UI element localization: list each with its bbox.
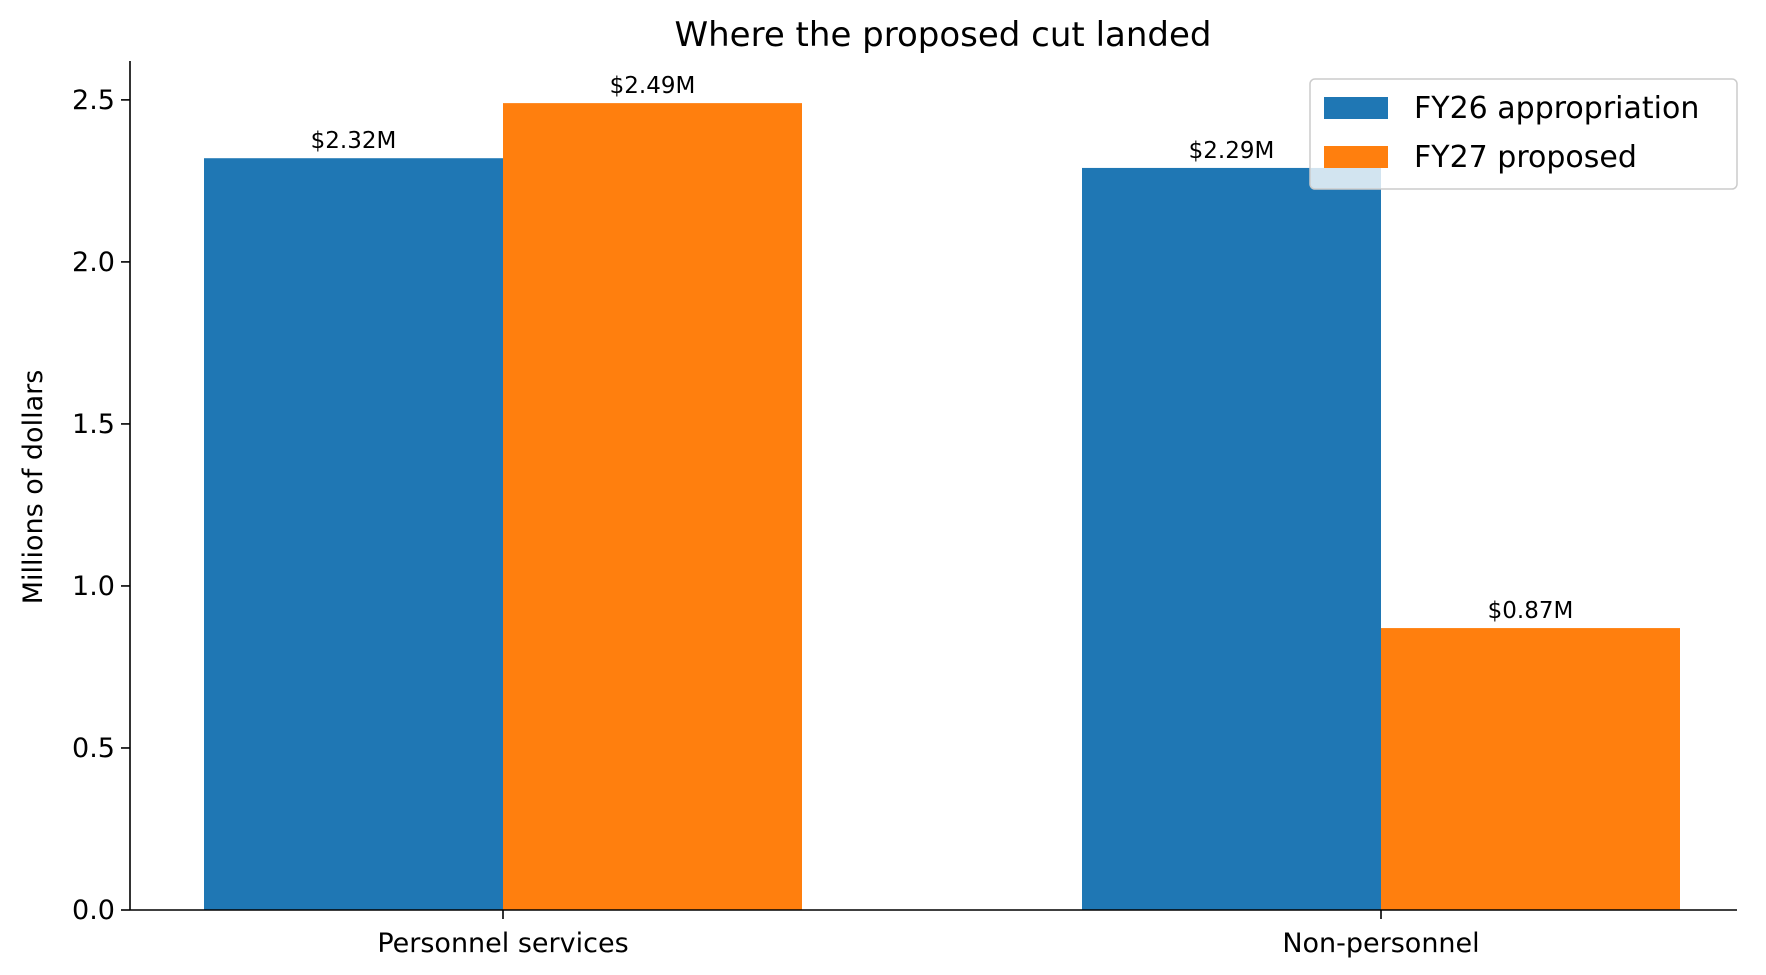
x-tick-label: Personnel services <box>377 928 628 959</box>
y-axis-label: Millions of dollars <box>18 370 49 605</box>
legend-entry-label: FY26 appropriation <box>1414 91 1699 126</box>
bar-1-2 <box>1082 167 1381 910</box>
y-tick-label: 2.5 <box>72 85 115 116</box>
y-tick-label: 1.5 <box>72 409 115 440</box>
bar-value-label: $2.29M <box>1189 138 1275 164</box>
bar-labels-layer: $2.32M $2.29M $2.49M $0.87M <box>311 73 1574 624</box>
bar-2-2 <box>1381 628 1680 910</box>
bar-value-label: $2.32M <box>311 128 397 154</box>
legend-entry-label: FY27 proposed <box>1414 140 1637 175</box>
bar-1-1 <box>204 158 503 910</box>
x-tick-label: Non-personnel <box>1282 928 1479 959</box>
bars-layer <box>204 103 1680 910</box>
legend-swatch <box>1324 146 1388 168</box>
legend: FY26 appropriation FY27 proposed <box>1309 78 1738 190</box>
bar-value-label: $2.49M <box>610 73 696 99</box>
bar-2-1 <box>503 103 802 910</box>
y-tick-label: 0.0 <box>72 895 115 926</box>
y-tick-label: 2.0 <box>72 247 115 278</box>
y-tick-label: 0.5 <box>72 733 115 764</box>
bar-value-label: $0.87M <box>1488 598 1574 624</box>
y-tick-label: 1.0 <box>72 571 115 602</box>
chart-title: Where the proposed cut landed <box>675 15 1212 55</box>
axes-layer: 0.0 0.5 1.0 1.5 2.0 2.5 Personnel services Non-… <box>72 61 1737 959</box>
legend-box <box>1309 78 1738 190</box>
legend-swatch <box>1324 97 1388 119</box>
